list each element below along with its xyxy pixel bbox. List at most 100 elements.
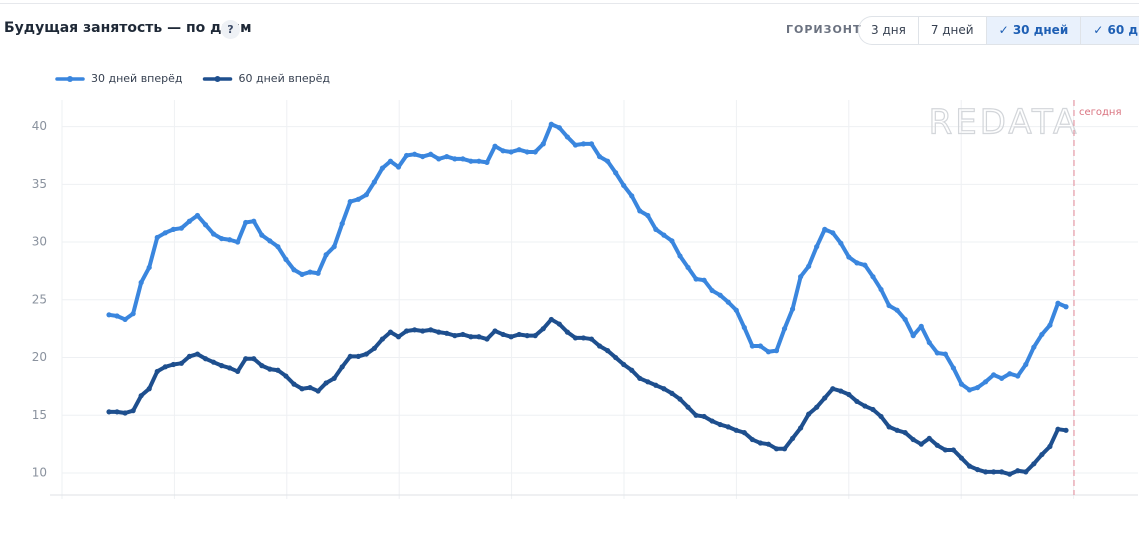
- horizon-button[interactable]: ✓ 60 дней: [1081, 17, 1139, 44]
- point: [806, 411, 812, 417]
- point: [130, 408, 136, 414]
- point: [444, 330, 450, 336]
- point: [355, 353, 361, 360]
- top-border: [0, 3, 1139, 4]
- point: [1055, 300, 1061, 306]
- point: [605, 348, 611, 354]
- point: [838, 388, 844, 394]
- point: [178, 360, 184, 366]
- point: [822, 226, 828, 232]
- point: [339, 364, 345, 370]
- point: [291, 267, 297, 273]
- point: [902, 430, 908, 436]
- point: [693, 412, 699, 418]
- point: [717, 292, 723, 298]
- point: [934, 350, 940, 356]
- y-tick-label: 25: [32, 292, 47, 306]
- point: [846, 391, 852, 398]
- point: [299, 386, 305, 392]
- point: [653, 226, 659, 232]
- point: [999, 469, 1005, 475]
- point: [283, 256, 289, 262]
- point: [548, 316, 554, 323]
- legend-dot: [67, 76, 73, 82]
- point: [572, 335, 579, 341]
- point: [958, 381, 965, 387]
- point: [251, 218, 257, 224]
- point: [331, 375, 337, 381]
- point: [484, 336, 490, 342]
- point: [331, 244, 337, 250]
- point: [243, 356, 249, 362]
- point: [950, 447, 957, 453]
- horizon-label: ГОРИЗОНТ: [786, 23, 862, 36]
- point: [725, 299, 731, 305]
- point: [227, 237, 233, 243]
- point: [999, 375, 1005, 381]
- point: [709, 418, 715, 424]
- point: [878, 413, 884, 420]
- point: [259, 363, 265, 369]
- point: [798, 425, 804, 431]
- point: [838, 240, 844, 246]
- point: [1023, 361, 1029, 368]
- point: [524, 333, 530, 339]
- point: [846, 254, 852, 260]
- point: [958, 455, 965, 461]
- point: [122, 410, 128, 416]
- point: [379, 336, 386, 342]
- point: [146, 264, 152, 271]
- point: [411, 327, 418, 333]
- legend-label: 60 дней вперёд: [239, 72, 331, 85]
- point: [516, 147, 522, 153]
- point: [540, 141, 546, 147]
- point: [444, 153, 450, 160]
- point: [218, 363, 225, 369]
- point: [926, 339, 932, 346]
- point: [500, 331, 506, 338]
- point: [822, 395, 828, 401]
- point: [476, 334, 482, 340]
- point: [170, 361, 176, 368]
- point: [854, 398, 860, 405]
- point: [910, 333, 916, 339]
- point: [468, 334, 474, 340]
- point: [186, 353, 193, 360]
- point: [894, 427, 900, 433]
- horizon-button[interactable]: 7 дней: [919, 17, 987, 44]
- horizon-button[interactable]: ✓ 30 дней: [986, 17, 1082, 44]
- horizon-buttons: 3 дня 7 дней ✓ 30 дней ✓ 60 дней: [858, 16, 1139, 45]
- point: [1031, 461, 1037, 467]
- point: [918, 323, 924, 329]
- point: [596, 343, 603, 349]
- point: [492, 143, 498, 149]
- point: [540, 326, 546, 332]
- point: [420, 153, 426, 160]
- point: [307, 384, 313, 391]
- point: [1015, 373, 1021, 379]
- point: [966, 387, 973, 393]
- point: [202, 356, 209, 362]
- point: [854, 260, 860, 266]
- point: [669, 390, 675, 396]
- point: [379, 165, 386, 171]
- point: [677, 396, 683, 402]
- point: [452, 333, 458, 339]
- watermark: REDATA: [929, 103, 1080, 143]
- point: [243, 219, 249, 226]
- point: [154, 234, 160, 241]
- point: [355, 196, 361, 202]
- point: [548, 121, 554, 127]
- horizon-button[interactable]: 3 дня: [859, 17, 919, 44]
- point: [371, 345, 377, 351]
- legend-dot: [214, 76, 221, 82]
- point: [484, 159, 490, 165]
- series-line: [107, 317, 1068, 477]
- point: [347, 199, 353, 205]
- help-button[interactable]: ?: [221, 20, 240, 39]
- y-tick-label: 10: [32, 466, 47, 480]
- point: [218, 235, 225, 242]
- point: [588, 336, 595, 342]
- point: [403, 152, 410, 159]
